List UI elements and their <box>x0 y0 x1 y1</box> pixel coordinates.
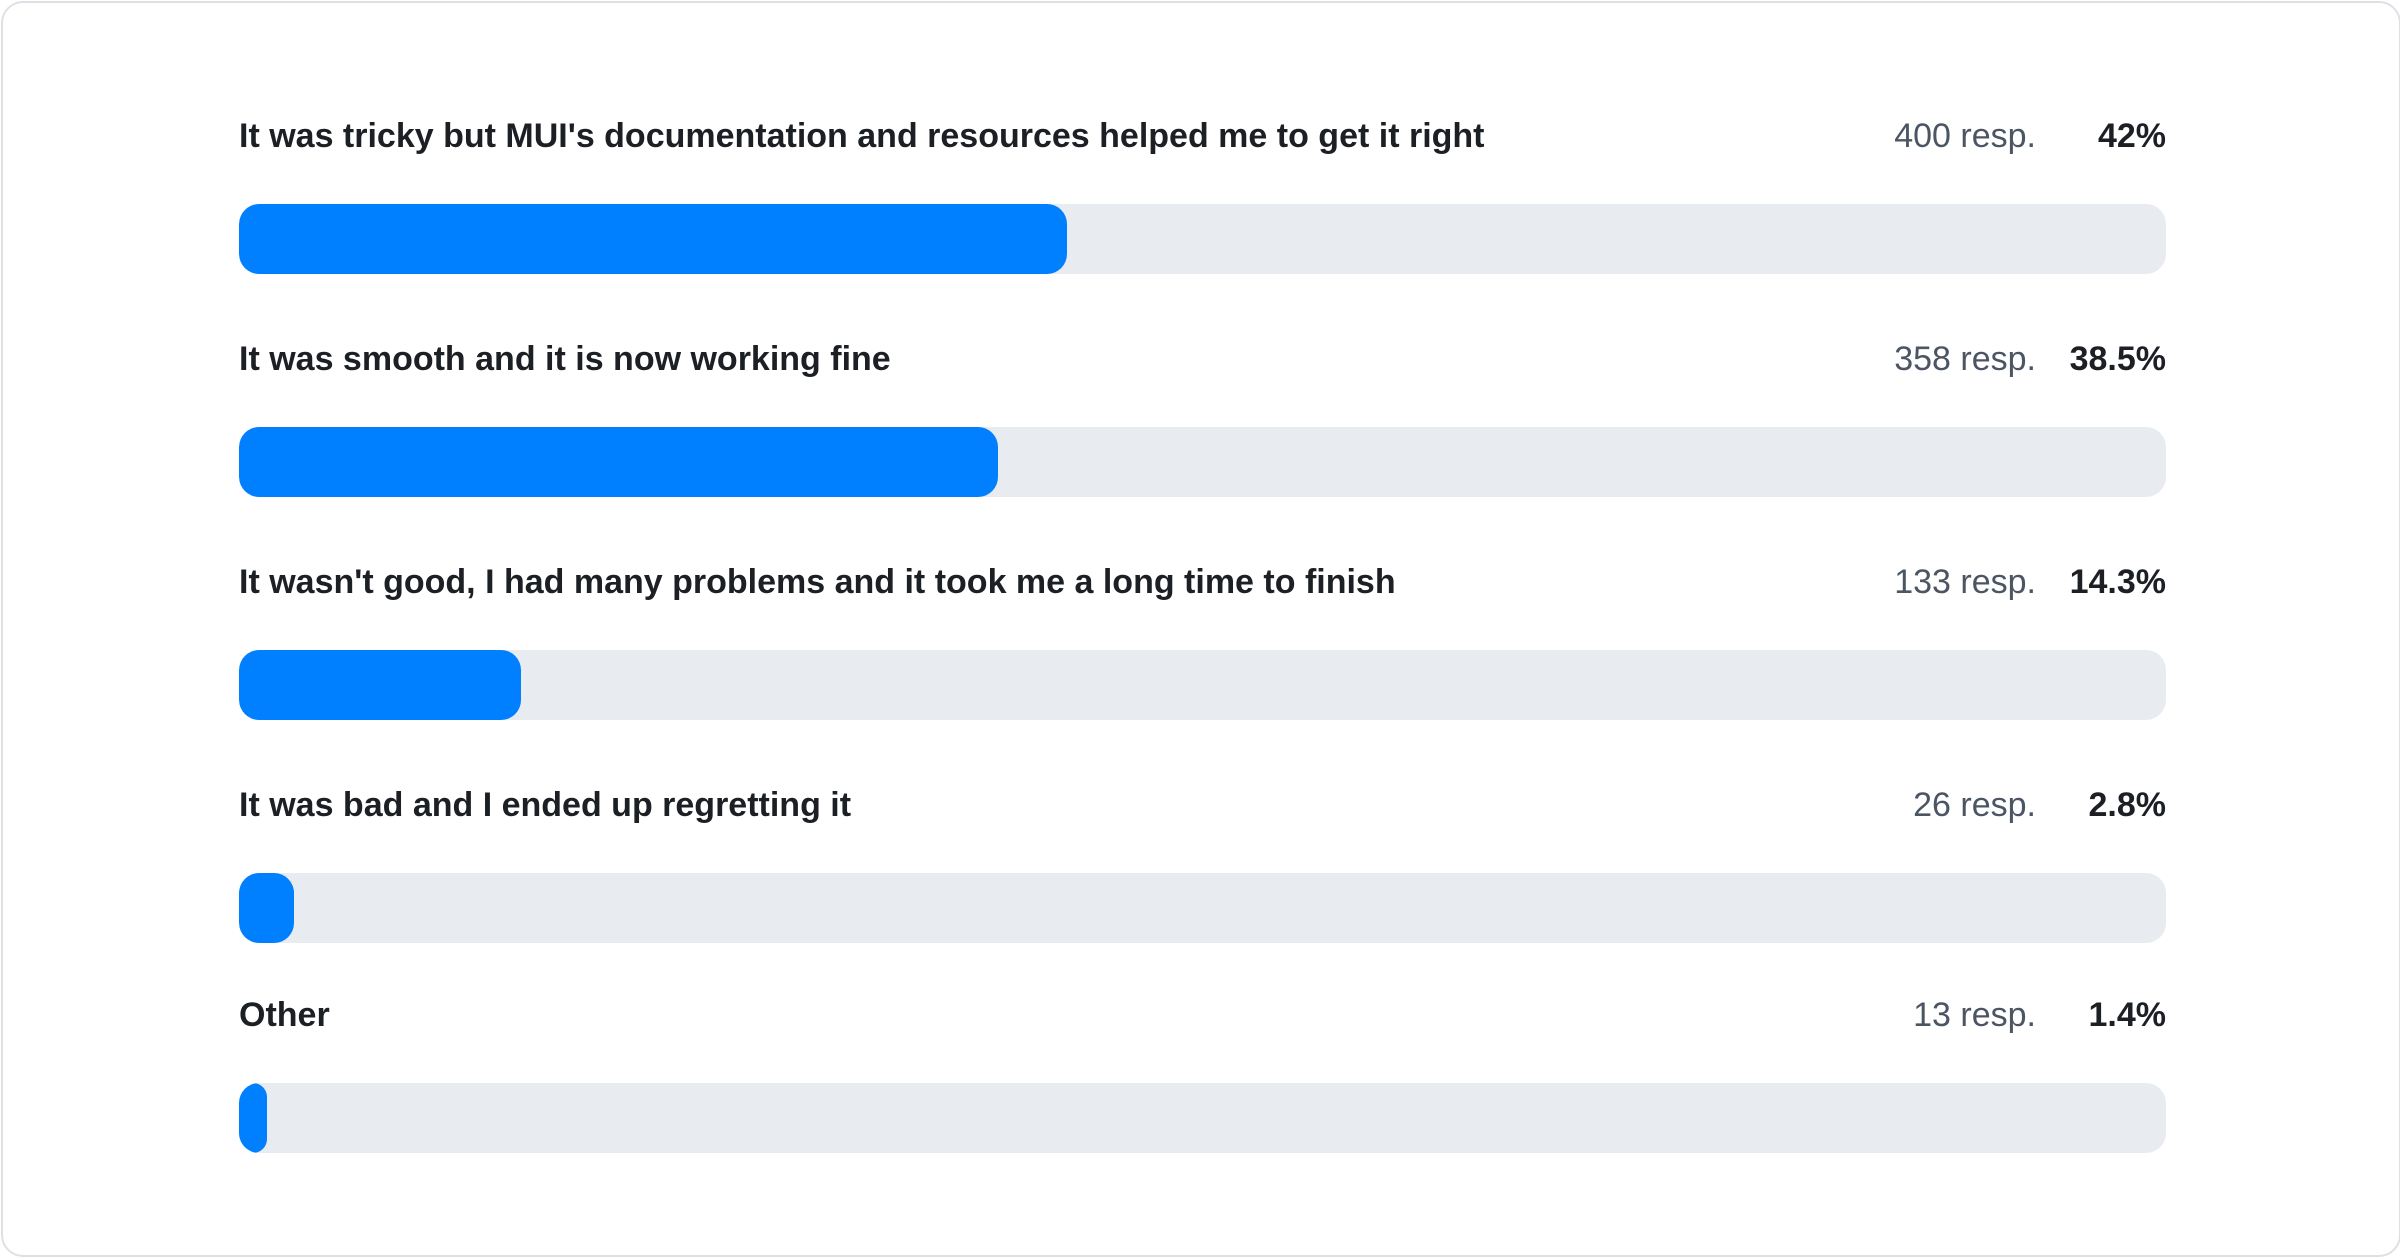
option-label: It was bad and I ended up regretting it <box>239 786 852 824</box>
bar-track <box>239 650 2166 720</box>
response-count: 13 resp. <box>1913 996 2036 1034</box>
option-label: It was tricky but MUI's documentation an… <box>239 117 1485 155</box>
response-count: 358 resp. <box>1894 340 2036 378</box>
bar-track <box>239 204 2166 274</box>
response-count: 133 resp. <box>1894 563 2036 601</box>
bar-fill <box>239 204 1067 274</box>
percent-label: 38.5% <box>2069 340 2166 378</box>
bar-fill <box>239 1083 267 1153</box>
bar-track <box>239 873 2166 943</box>
option-label: Other <box>239 996 330 1034</box>
percent-label: 42% <box>2097 117 2166 155</box>
bar-fill <box>239 650 521 720</box>
bar-track <box>239 427 2166 497</box>
bar-fill <box>239 427 998 497</box>
option-label: It was smooth and it is now working fine <box>239 340 891 378</box>
option-label: It wasn't good, I had many problems and … <box>239 563 1396 601</box>
bar-fill <box>239 873 295 943</box>
percent-label: 14.3% <box>2069 563 2166 601</box>
percent-label: 2.8% <box>2088 786 2167 824</box>
percent-label: 1.4% <box>2088 996 2167 1034</box>
response-count: 26 resp. <box>1913 786 2036 824</box>
bar-track <box>239 1083 2166 1153</box>
response-count: 400 resp. <box>1894 117 2036 155</box>
